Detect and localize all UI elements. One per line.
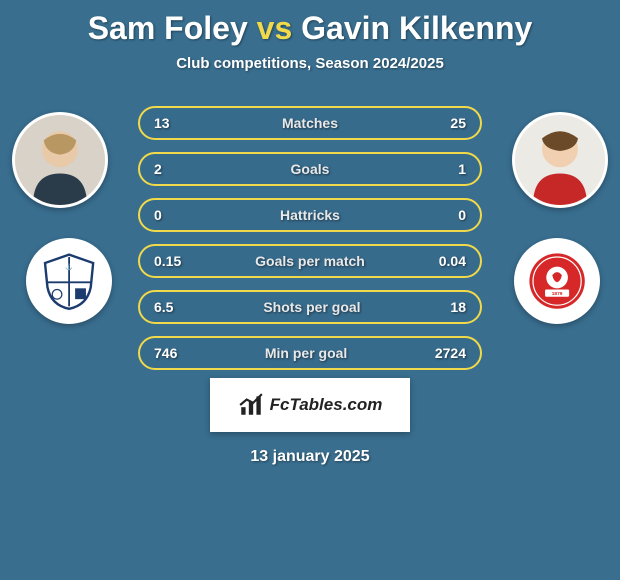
stat-left-value: 746 <box>154 345 177 361</box>
stat-label: Goals per match <box>255 253 365 269</box>
stat-label: Matches <box>282 115 338 131</box>
date-text: 13 january 2025 <box>0 448 620 466</box>
stat-label: Min per goal <box>265 345 347 361</box>
vs-word: vs <box>257 10 293 46</box>
stat-left-value: 2 <box>154 161 162 177</box>
player2-avatar <box>512 112 608 208</box>
stat-right-value: 18 <box>450 299 466 315</box>
brand-text: FcTables.com <box>270 395 383 415</box>
stat-row: 746 Min per goal 2724 <box>138 336 482 370</box>
stat-right-value: 25 <box>450 115 466 131</box>
stat-row: 6.5 Shots per goal 18 <box>138 290 482 324</box>
stat-right-value: 1 <box>458 161 466 177</box>
person-icon <box>515 115 605 205</box>
stat-right-value: 0 <box>458 207 466 223</box>
shield-icon: ⚓ <box>39 251 99 311</box>
stat-left-value: 0.15 <box>154 253 181 269</box>
player2-club-crest: 1879 <box>514 238 600 324</box>
page-title: Sam Foley vs Gavin Kilkenny <box>0 0 620 47</box>
comparison-panel: ⚓ 1879 13 Matches 25 2 Goals 1 0 Hattric… <box>0 92 620 372</box>
stat-row: 0.15 Goals per match 0.04 <box>138 244 482 278</box>
stats-bars: 13 Matches 25 2 Goals 1 0 Hattricks 0 0.… <box>138 106 482 382</box>
stat-label: Goals <box>291 161 330 177</box>
stat-row: 13 Matches 25 <box>138 106 482 140</box>
stat-left-value: 0 <box>154 207 162 223</box>
stat-left-value: 6.5 <box>154 299 173 315</box>
shield-icon: 1879 <box>527 251 587 311</box>
stat-label: Hattricks <box>280 207 340 223</box>
player1-club-crest: ⚓ <box>26 238 112 324</box>
stat-left-value: 13 <box>154 115 170 131</box>
stat-right-value: 2724 <box>435 345 466 361</box>
person-icon <box>15 115 105 205</box>
stat-row: 0 Hattricks 0 <box>138 198 482 232</box>
player2-name: Gavin Kilkenny <box>301 10 532 46</box>
stat-row: 2 Goals 1 <box>138 152 482 186</box>
player1-name: Sam Foley <box>88 10 248 46</box>
brand-badge: FcTables.com <box>210 378 410 432</box>
svg-text:1879: 1879 <box>552 291 563 297</box>
chart-icon <box>238 392 264 418</box>
stat-right-value: 0.04 <box>439 253 466 269</box>
player1-avatar <box>12 112 108 208</box>
stat-label: Shots per goal <box>263 299 360 315</box>
subtitle: Club competitions, Season 2024/2025 <box>0 55 620 72</box>
